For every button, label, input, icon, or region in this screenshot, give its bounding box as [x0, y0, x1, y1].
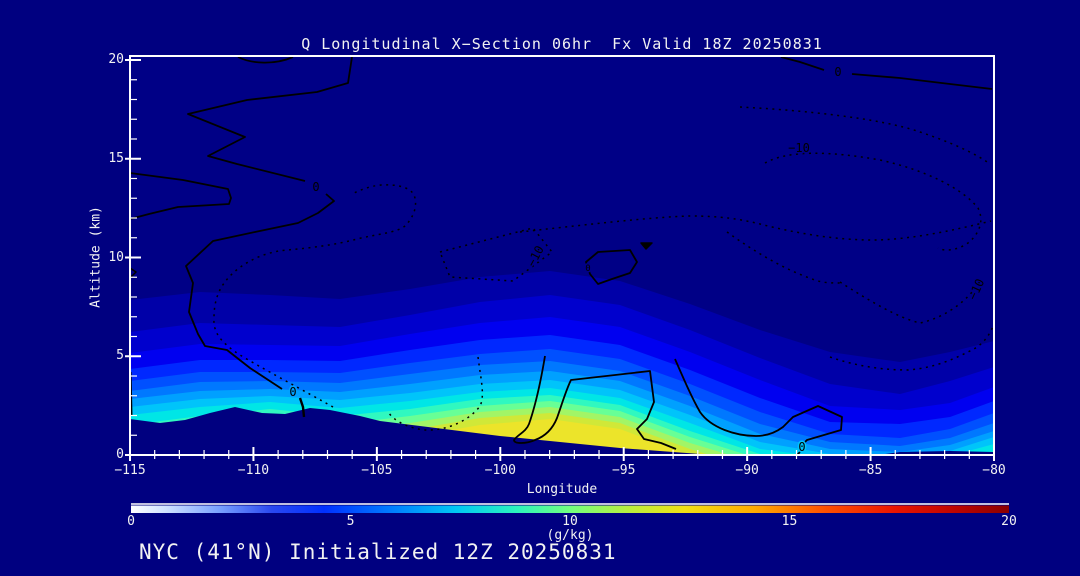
solid-contour-1 — [185, 193, 335, 390]
y-axis-tick-labels: 0 5 10 15 20 — [0, 0, 124, 576]
x-tick-label: −105 — [361, 463, 393, 478]
y-tick-label: 5 — [116, 348, 124, 364]
solid-contour-13 — [130, 172, 232, 220]
contour-label-2: 0 — [834, 65, 841, 79]
solid-contour-6 — [585, 249, 638, 285]
solid-contour-5 — [851, 73, 993, 90]
terrain-silhouette — [130, 407, 994, 455]
colorbar-tick-label: 5 — [346, 514, 355, 529]
dotted-contour-5 — [438, 227, 554, 282]
dotted-contour-8 — [726, 231, 841, 284]
colorbar-gradient — [131, 505, 1009, 513]
chart-title: Q Longitudinal X−Section 06hr Fx Valid 1… — [301, 35, 823, 53]
colorbar-tick-label: 15 — [781, 514, 798, 529]
dotted-contour-1 — [764, 152, 982, 251]
plot-frame — [129, 55, 995, 456]
contour-label-4: 0 — [798, 440, 805, 454]
field-layers — [130, 56, 994, 455]
solid-contour-3 — [237, 56, 294, 64]
contour-label-3: 0 — [585, 264, 590, 274]
contour-label-0: 0 — [312, 180, 319, 194]
dotted-contour-4 — [519, 215, 992, 241]
x-tick-label: −80 — [982, 463, 1006, 478]
y-tick-label: 20 — [108, 52, 124, 67]
x-tick-label: −95 — [611, 463, 636, 478]
x-tick-label: −90 — [735, 463, 759, 478]
solid-contour-7 — [640, 242, 653, 250]
x-tick-label: −110 — [237, 463, 270, 478]
dotted-contour-7 — [829, 323, 994, 371]
init-info-text: NYC (41°N) Initialized 12Z 20250831 — [139, 540, 617, 564]
contour-label-1: 0 — [289, 385, 296, 399]
contour-label-5: −10 — [788, 141, 810, 155]
solid-contour-2 — [298, 397, 306, 418]
solid-contour-8 — [513, 355, 677, 450]
colorbar-tick-labels: 0 5 10 15 20 — [0, 514, 1080, 530]
y-tick-label: 0 — [116, 447, 124, 462]
colorbar-tick-label: 0 — [127, 514, 135, 529]
colorbar-unit-label: (g/kg) — [546, 528, 594, 543]
x-axis-title: Longitude — [526, 482, 598, 497]
solid-contour-0 — [187, 56, 353, 182]
colorbar-tick-label: 10 — [562, 514, 578, 529]
dotted-contour-6 — [839, 281, 973, 324]
x-tick-label: −100 — [484, 463, 516, 478]
dotted-contour-0 — [739, 106, 991, 165]
x-axis-tick-labels: −115 −110 −105 −100 −95 −90 −85 −80 — [0, 463, 1080, 479]
colorbar-tick-label: 20 — [1001, 514, 1017, 529]
y-axis-title: Altitude (km) — [88, 206, 104, 308]
solid-contour-9 — [674, 358, 843, 445]
x-tick-label: −85 — [858, 463, 883, 478]
y-tick-label: 15 — [108, 150, 124, 166]
x-tick-label: −115 — [114, 463, 146, 478]
y-tick-label: 10 — [108, 249, 124, 265]
solid-contour-4 — [780, 56, 825, 71]
solid-contour-12 — [130, 267, 137, 278]
